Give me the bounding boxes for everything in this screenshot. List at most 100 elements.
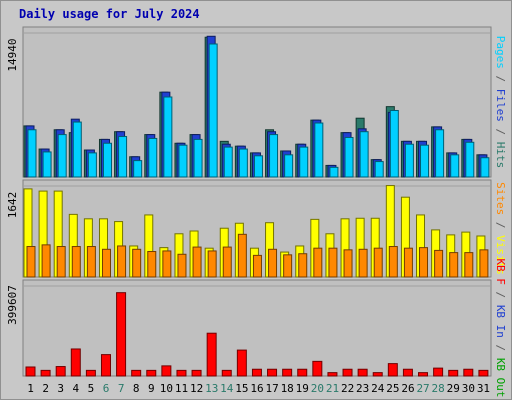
x-tick-label-29: 29 <box>447 382 460 395</box>
bottom-bar-kb-f-28 <box>433 367 444 377</box>
bottom-bar-kb-f-13 <box>206 332 217 377</box>
bottom-bar-kb-f-7 <box>116 292 127 377</box>
top-legend-part-4: Hits <box>494 142 507 169</box>
x-tick-label-16: 16 <box>250 382 263 395</box>
x-tick-label-2: 2 <box>42 382 49 395</box>
middle-legend-part-1: / <box>494 215 507 235</box>
middle-bar-sites-30 <box>464 252 474 278</box>
middle-bar-sites-22 <box>343 249 353 278</box>
top-bar-pages-24 <box>374 161 384 178</box>
bottom-bar-kb-f-6 <box>100 354 111 377</box>
x-tick-label-23: 23 <box>356 382 369 395</box>
middle-bar-sites-24 <box>373 247 383 278</box>
bottom-bar-kb-f-17 <box>267 368 278 377</box>
middle-bar-sites-1 <box>26 246 36 278</box>
top-bar-pages-3 <box>57 134 67 178</box>
x-tick-label-14: 14 <box>220 382 234 395</box>
bottom-series-legend: KB F / KB In / KB Out <box>494 258 507 397</box>
bottom-bar-kb-f-12 <box>191 369 202 377</box>
top-bar-pages-4 <box>72 121 82 178</box>
middle-bar-sites-25 <box>388 246 398 278</box>
bottom-legend-part-0: KB F <box>494 258 507 285</box>
top-bar-pages-2 <box>42 151 52 178</box>
x-tick-label-27: 27 <box>416 382 429 395</box>
bottom-legend-part-4: KB Out <box>494 358 507 398</box>
top-bar-pages-8 <box>133 160 143 178</box>
top-legend-part-1: / <box>494 69 507 89</box>
middle-bar-sites-2 <box>41 244 51 278</box>
bottom-legend-part-1: / <box>494 285 507 305</box>
top-bar-pages-16 <box>253 155 263 178</box>
top-max-label: 14940 <box>6 38 19 71</box>
middle-bar-sites-5 <box>86 246 96 278</box>
top-bar-pages-22 <box>344 136 354 178</box>
bottom-bar-kb-f-16 <box>251 368 262 377</box>
middle-bar-sites-3 <box>56 246 66 278</box>
bottom-bar-kb-f-18 <box>282 368 293 377</box>
x-tick-label-6: 6 <box>103 382 110 395</box>
top-bar-pages-28 <box>435 129 445 178</box>
top-legend-part-0: Pages <box>494 36 507 69</box>
middle-bar-sites-29 <box>449 252 459 278</box>
bottom-bar-kb-f-10 <box>161 365 172 377</box>
top-bar-pages-25 <box>389 109 399 178</box>
middle-legend-part-2: Visits <box>494 235 507 275</box>
bottom-bar-kb-f-27 <box>418 372 429 377</box>
top-bar-pages-26 <box>404 143 414 178</box>
top-bar-pages-15 <box>238 148 248 178</box>
top-bar-pages-5 <box>87 152 97 178</box>
x-tick-label-17: 17 <box>265 382 278 395</box>
bottom-bar-kb-f-9 <box>146 369 157 377</box>
x-tick-label-28: 28 <box>432 382 445 395</box>
middle-bar-sites-20 <box>313 247 323 278</box>
middle-max-label: 1642 <box>6 192 19 219</box>
x-tick-label-4: 4 <box>73 382 80 395</box>
x-tick-label-3: 3 <box>57 382 64 395</box>
middle-bar-sites-26 <box>403 247 413 278</box>
middle-bar-sites-8 <box>132 248 142 278</box>
middle-bar-sites-28 <box>434 249 444 278</box>
bottom-bar-kb-f-23 <box>357 368 368 377</box>
middle-bar-sites-23 <box>358 248 368 278</box>
middle-bar-sites-6 <box>101 248 111 278</box>
bottom-bar-kb-f-14 <box>221 369 232 377</box>
middle-bar-sites-31 <box>479 249 489 278</box>
x-tick-label-1: 1 <box>27 382 34 395</box>
middle-bar-sites-11 <box>177 253 187 278</box>
top-bar-pages-1 <box>27 129 37 178</box>
bottom-bar-kb-f-21 <box>327 372 338 377</box>
bottom-bar-kb-f-26 <box>402 368 413 377</box>
x-tick-label-22: 22 <box>341 382 354 395</box>
top-bar-pages-6 <box>102 142 112 178</box>
top-bar-pages-27 <box>420 144 430 178</box>
x-tick-label-5: 5 <box>88 382 95 395</box>
middle-bar-sites-17 <box>268 248 278 278</box>
bottom-bar-kb-f-3 <box>55 366 66 377</box>
bottom-panel-bg <box>22 279 492 377</box>
top-bar-pages-10 <box>163 96 173 178</box>
middle-bar-sites-21 <box>328 247 338 278</box>
chart-title: Daily usage for July 2024 <box>19 7 200 21</box>
bottom-bar-kb-f-15 <box>236 349 247 377</box>
bottom-bar-kb-f-19 <box>297 368 308 377</box>
middle-bar-sites-14 <box>222 246 232 278</box>
x-tick-label-15: 15 <box>235 382 248 395</box>
top-legend-part-2: Files <box>494 89 507 122</box>
x-tick-label-31: 31 <box>477 382 490 395</box>
x-tick-label-11: 11 <box>175 382 188 395</box>
top-bar-pages-30 <box>465 141 475 178</box>
x-tick-label-21: 21 <box>326 382 339 395</box>
bottom-bar-kb-f-31 <box>478 369 489 377</box>
top-bar-pages-12 <box>193 138 203 178</box>
x-tick-label-18: 18 <box>281 382 294 395</box>
middle-series-legend: Sites / Visits <box>494 182 507 275</box>
middle-bar-sites-15 <box>237 233 247 278</box>
top-bar-pages-11 <box>178 144 188 178</box>
middle-bar-sites-19 <box>298 253 308 278</box>
bottom-bar-kb-f-2 <box>40 369 51 377</box>
x-tick-label-20: 20 <box>311 382 324 395</box>
top-bar-pages-31 <box>480 157 490 178</box>
middle-bar-sites-7 <box>117 245 127 278</box>
bottom-bar-kb-f-5 <box>85 369 96 377</box>
middle-bar-sites-16 <box>252 254 262 278</box>
